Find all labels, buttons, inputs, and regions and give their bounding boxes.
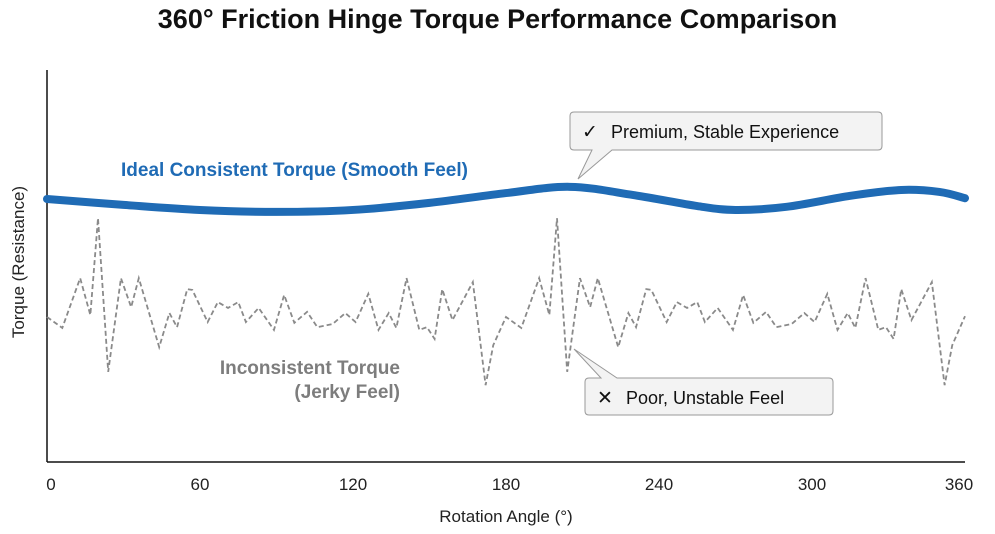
x-tick-label: 0 (46, 475, 55, 494)
x-tick-label: 60 (191, 475, 210, 494)
annotation-premium-text: Premium, Stable Experience (611, 122, 839, 142)
inconsistent-series-label-line1: Inconsistent Torque (220, 358, 400, 379)
x-tick-label: 300 (798, 475, 826, 494)
x-tick-label: 120 (339, 475, 367, 494)
x-axis-label: Rotation Angle (°) (439, 507, 572, 526)
annotation-premium: ✓ Premium, Stable Experience (569, 111, 883, 180)
x-tick-label: 360 (945, 475, 973, 494)
ideal-series-label: Ideal Consistent Torque (Smooth Feel) (121, 160, 468, 181)
ideal-torque-line (43, 182, 969, 216)
x-icon: ✕ (597, 388, 613, 409)
inconsistent-series-label-line2: (Jerky Feel) (294, 382, 400, 403)
x-tick-label: 180 (492, 475, 520, 494)
inconsistent-torque-line (46, 218, 966, 386)
chart-title: 360° Friction Hinge Torque Performance C… (157, 4, 838, 34)
annotation-poor: ✕ Poor, Unstable Feel (573, 348, 834, 416)
annotation-poor-callout (573, 348, 834, 416)
annotation-premium-callout (569, 111, 883, 180)
check-icon: ✓ (582, 122, 598, 143)
y-axis-label: Torque (Resistance) (9, 186, 28, 338)
x-tick-label: 240 (645, 475, 673, 494)
annotation-poor-text: Poor, Unstable Feel (626, 388, 784, 408)
